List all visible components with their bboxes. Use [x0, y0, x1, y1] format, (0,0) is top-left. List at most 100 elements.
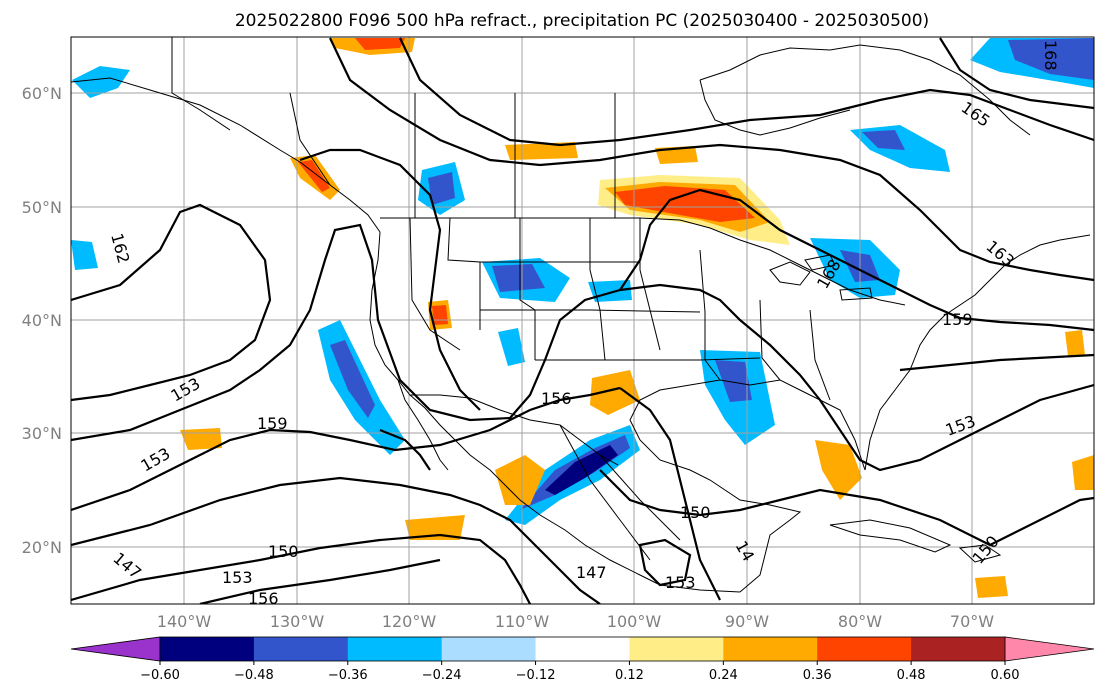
lon-label: 90°W: [725, 612, 769, 631]
coastline-east-coast: [864, 234, 1091, 471]
lakes: [769, 254, 873, 301]
colorbar-tick-label: −0.24: [422, 668, 462, 683]
border-state-9: [699, 249, 721, 381]
lon-label: 130°W: [270, 612, 325, 631]
contour-label: 159: [257, 414, 288, 433]
colorbar-tick-label: −0.36: [328, 668, 368, 683]
border-state-5: [639, 218, 661, 351]
border-state-7: [480, 309, 701, 313]
contour-label: 150: [268, 542, 299, 561]
pos-shade-sonora: [495, 455, 545, 505]
neg-shade-mississippi-core: [715, 360, 752, 402]
colorbar-tick-label: −0.60: [140, 668, 180, 683]
contour-label: 156: [541, 389, 572, 408]
colorbar-swatch: [160, 637, 255, 661]
contour-label: 150: [680, 503, 711, 522]
lat-label: 40°N: [22, 311, 62, 330]
lon-label: 80°W: [838, 612, 882, 631]
border-us-canada: [380, 217, 906, 306]
contour-h: [619, 387, 721, 601]
lat-label: 20°N: [22, 538, 62, 557]
latitude-labels: 60°N 50°N 40°N 30°N 20°N: [22, 84, 62, 557]
colorbar-swatch: [817, 637, 912, 661]
colorbar-tick-label: 0.12: [615, 668, 644, 683]
colorbar-swatch: [253, 637, 349, 661]
coastline-alaska: [71, 77, 381, 233]
colorbar-over-arrow: [1004, 636, 1095, 662]
colorbar-tick-label: 0.36: [803, 668, 832, 683]
contour-o: [638, 538, 692, 587]
border-mexico-states: [559, 424, 681, 561]
contour-a: [71, 203, 272, 402]
coastlines-borders: [71, 37, 1091, 593]
border-state-10: [759, 299, 781, 381]
precipitation-shading: [71, 38, 1094, 598]
contour-label: 153: [222, 568, 253, 587]
border-alaska-canada: [171, 37, 231, 131]
contour-i: [599, 469, 1094, 547]
colorbar-tick-label: 0.48: [897, 668, 926, 683]
lon-label: 110°W: [495, 612, 550, 631]
pos-shade-caribbean: [975, 576, 1008, 598]
contour-label: 159: [942, 310, 973, 329]
contour-d: [71, 476, 601, 604]
colorbar-swatch: [441, 637, 537, 661]
colorbar: −0.60 −0.48 −0.36 −0.24 −0.12 0.12 0.24 0.36 0.4…: [70, 636, 1095, 683]
colorbar-swatch: [535, 637, 630, 661]
neg-shade-mexico-core: [545, 445, 618, 495]
colorbar-tick-label: −0.12: [516, 668, 556, 683]
pos-shade-bc-coast-core: [298, 160, 330, 192]
colorbar-swatch: [911, 637, 1006, 661]
contour-g: [619, 283, 1094, 472]
colorbar-swatch: [347, 637, 443, 661]
contour-l: [329, 37, 1094, 282]
neg-shade-baja-core: [330, 340, 375, 418]
contour-k: [299, 148, 481, 411]
contour-q: [379, 428, 431, 471]
border-state-1: [409, 217, 461, 351]
colorbar-swatch: [723, 637, 818, 661]
pos-shade-nv-core: [432, 305, 448, 325]
colorbar-frame: [159, 636, 1006, 662]
colorbar-tick-label: −0.48: [234, 668, 274, 683]
neg-shade-alaska-gulf: [72, 66, 130, 98]
neg-shade-west-coast: [71, 240, 98, 270]
lat-label: 30°N: [22, 424, 62, 443]
pos-shade-atlantic-2: [1072, 455, 1094, 490]
contour-m: [399, 37, 1094, 147]
contour-n: [939, 37, 1094, 110]
pos-shade-sk: [505, 142, 578, 160]
gridlines: [71, 37, 1094, 604]
lon-label: 120°W: [382, 612, 437, 631]
coastline-gulf-mexico: [629, 379, 866, 593]
contour-label: 147: [576, 563, 607, 582]
hispaniola: [958, 544, 1002, 563]
coastline-west-coast: [369, 231, 741, 593]
border-state-3: [519, 218, 536, 360]
pos-shade-top-core: [355, 38, 405, 50]
refractivity-contours: [71, 37, 1094, 604]
colorbar-tick-label: 0.24: [709, 668, 738, 683]
chart-title: 2025022800 F096 500 hPa refract., precip…: [235, 11, 929, 31]
contour-e: [71, 533, 531, 604]
pos-shade-atlantic: [1065, 330, 1085, 356]
pos-shade-pacific-2: [405, 515, 465, 540]
lon-label: 100°W: [607, 612, 662, 631]
contour-j: [619, 188, 1094, 332]
neg-shade-quebec-core: [862, 130, 905, 150]
border-us-mexico: [410, 394, 619, 466]
contour-p: [899, 353, 1094, 372]
contour-c: [71, 386, 621, 512]
neg-shade-wyoming-core: [492, 264, 545, 292]
contour-label: 156: [248, 589, 279, 608]
contour-label: 168: [1041, 40, 1060, 71]
coastline-baja: [397, 379, 449, 471]
map-frame: [70, 36, 1095, 605]
contour-label: 153: [665, 573, 696, 592]
pos-shade-texas: [590, 370, 640, 415]
coastline-hudson-bay-south: [699, 79, 851, 136]
neg-shade-montana-core: [428, 172, 455, 205]
map-panel: 162 153 159 153 147 150 153 156 156 150 …: [70, 36, 1095, 608]
lat-label: 50°N: [22, 198, 62, 217]
